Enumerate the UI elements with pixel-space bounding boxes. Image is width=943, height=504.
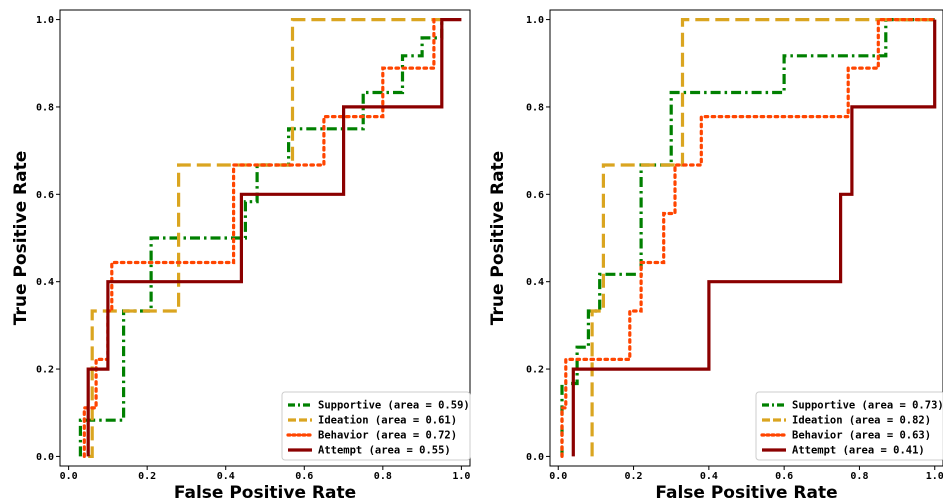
x-tick-label: 0.2: [138, 471, 156, 482]
legend-label: Attempt (area = 0.41): [792, 445, 925, 457]
legend: Supportive (area = 0.73) Ideation (area =…: [755, 391, 943, 461]
x-tick-label: 0.4: [700, 471, 718, 482]
series-line-supportive: [560, 18, 935, 457]
x-axis-label: False Positive Rate: [174, 483, 356, 503]
legend-box: [755, 391, 943, 461]
x-tick-label: 1.0: [926, 471, 943, 482]
series-line-attempt: [86, 18, 462, 457]
x-tick-label: 0.8: [850, 471, 868, 482]
y-axis-label: True Positive Rate: [488, 151, 508, 325]
series-line-attempt: [571, 19, 937, 457]
y-tick-label: 0.2: [526, 365, 544, 376]
y-tick-label: 0.6: [36, 190, 54, 201]
y-axis-label: True Positive Rate: [11, 151, 31, 325]
legend: Supportive (area = 0.59) Ideation (area =…: [281, 391, 471, 461]
legend-box: [281, 391, 471, 461]
y-tick-label: 0.8: [36, 102, 54, 113]
plot-frame: [549, 9, 943, 467]
series-line-ideation: [88, 18, 442, 458]
x-tick-label: 0.8: [374, 471, 392, 482]
legend-label: Ideation (area = 0.61): [318, 415, 457, 427]
x-axis-label: False Positive Rate: [655, 483, 837, 503]
series-line-behavior: [560, 18, 937, 458]
y-tick-label: 0.2: [36, 365, 54, 376]
legend-label: Supportive (area = 0.59): [318, 400, 470, 412]
x-tick-label: 0.0: [549, 471, 567, 482]
x-tick-label: 0.2: [625, 471, 643, 482]
x-tick-label: 0.6: [295, 471, 313, 482]
y-tick-label: 0.8: [526, 102, 544, 113]
roc-chart-right: 0.0 0.2 0.4 0.6 0.8 1.0 0.0 0.2 0.4 0.6 0.8 1.0 Fals…: [488, 9, 943, 503]
legend-label: Behavior (area = 0.63): [792, 430, 931, 442]
series-line-ideation: [590, 18, 935, 457]
y-tick-label: 0.4: [36, 277, 54, 288]
legend-label: Supportive (area = 0.73): [792, 400, 943, 412]
x-tick-label: 0.4: [217, 471, 235, 482]
roc-chart-left: 0.0 0.2 0.4 0.6 0.8 1.0 0.0 0.2 0.4 0.6 0.8 1.0 Fals…: [11, 9, 471, 503]
legend-label: Behavior (area = 0.72): [318, 430, 457, 442]
y-tick-label: 0.6: [526, 190, 544, 201]
series-line-supportive: [78, 19, 444, 457]
y-tick-label: 0.0: [526, 452, 544, 463]
series-line-behavior: [82, 18, 436, 458]
x-tick-label: 1.0: [452, 471, 470, 482]
legend-label: Attempt (area = 0.55): [318, 445, 451, 457]
x-tick-label: 0.0: [60, 471, 78, 482]
plot-frame: [59, 9, 471, 467]
x-tick-label: 0.6: [775, 471, 793, 482]
y-tick-label: 0.4: [526, 277, 544, 288]
legend-label: Ideation (area = 0.82): [792, 415, 931, 427]
y-tick-label: 1.0: [526, 15, 544, 26]
y-tick-label: 0.0: [36, 452, 54, 463]
y-tick-label: 1.0: [36, 15, 54, 26]
